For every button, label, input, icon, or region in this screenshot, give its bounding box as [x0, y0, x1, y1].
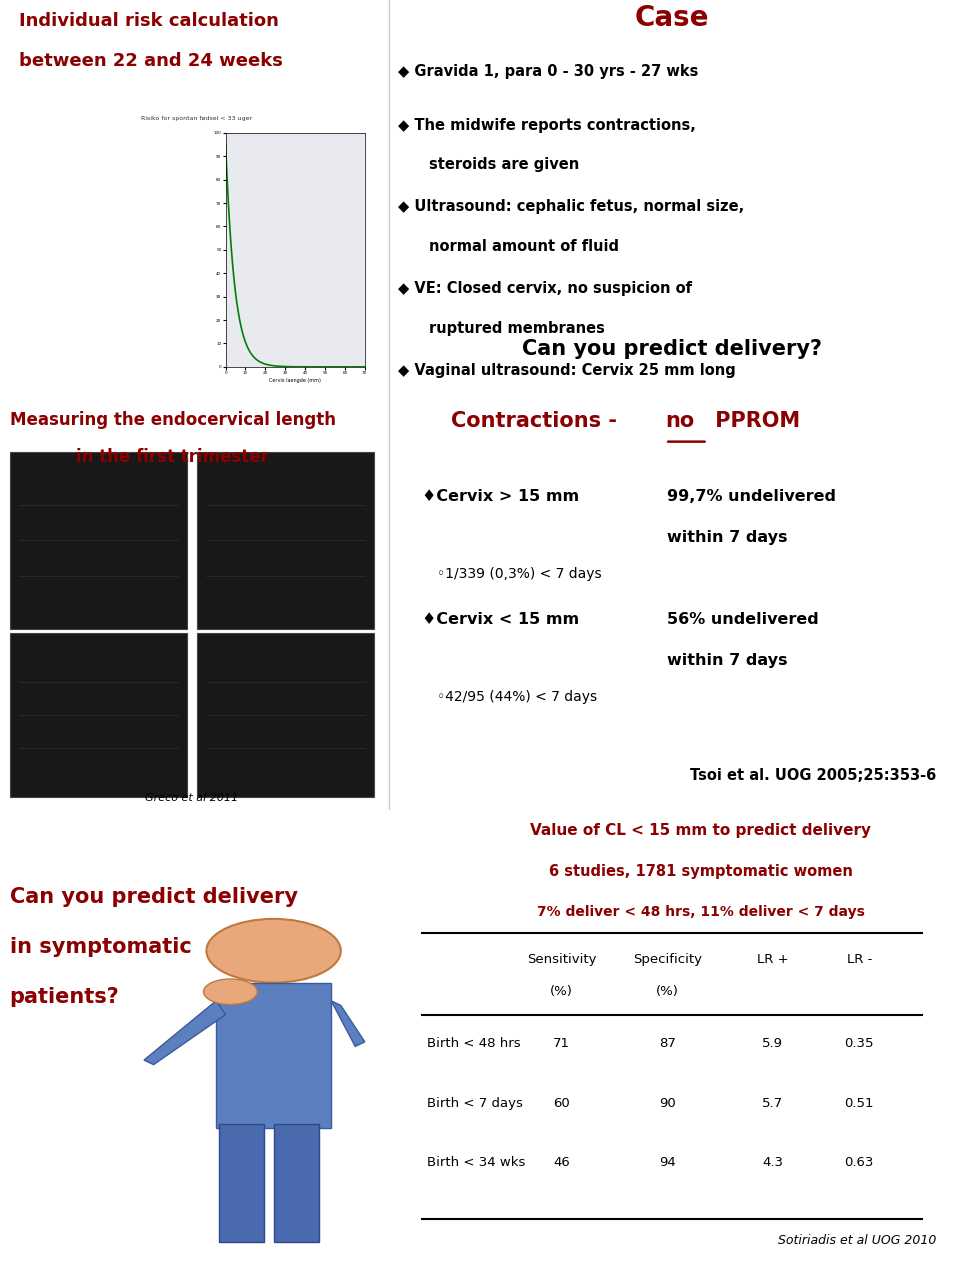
Text: ◆ Vaginal ultrasound: Cervix 25 mm long: ◆ Vaginal ultrasound: Cervix 25 mm long: [398, 363, 736, 378]
Text: ◦42/95 (44%) < 7 days: ◦42/95 (44%) < 7 days: [437, 691, 597, 705]
Text: 87: 87: [659, 1037, 676, 1050]
Text: no: no: [665, 411, 694, 431]
Text: ◆ Ultrasound: cephalic fetus, normal size,: ◆ Ultrasound: cephalic fetus, normal siz…: [398, 199, 745, 214]
Text: 4.3: 4.3: [762, 1156, 783, 1169]
Polygon shape: [144, 1001, 226, 1065]
Bar: [197, 632, 374, 797]
Text: 0.51: 0.51: [845, 1097, 874, 1109]
Text: Value of CL < 15 mm to predict delivery: Value of CL < 15 mm to predict delivery: [530, 824, 872, 839]
Text: in symptomatic: in symptomatic: [10, 937, 191, 958]
Text: Specificity: Specificity: [633, 953, 702, 966]
Text: steroids are given: steroids are given: [429, 157, 580, 172]
Text: in the first trimester: in the first trimester: [77, 448, 269, 466]
Text: normal amount of fluid: normal amount of fluid: [429, 239, 619, 254]
Text: 56% undelivered: 56% undelivered: [667, 612, 819, 627]
Text: ♦Cervix > 15 mm: ♦Cervix > 15 mm: [422, 488, 580, 503]
Text: Contractions -: Contractions -: [451, 411, 624, 431]
Text: Sotiriadis et al UOG 2010: Sotiriadis et al UOG 2010: [778, 1233, 936, 1247]
Text: (%): (%): [656, 985, 679, 998]
X-axis label: Cervix laengde (mm): Cervix laengde (mm): [269, 378, 322, 383]
Text: Greco et al 2011: Greco et al 2011: [145, 793, 239, 803]
Text: ◦1/339 (0,3%) < 7 days: ◦1/339 (0,3%) < 7 days: [437, 567, 601, 581]
Text: 90: 90: [659, 1097, 676, 1109]
Circle shape: [206, 918, 341, 983]
Text: Can you predict delivery?: Can you predict delivery?: [522, 339, 822, 359]
Text: 60: 60: [553, 1097, 570, 1109]
Bar: [274, 1123, 319, 1242]
Bar: [10, 452, 187, 629]
Text: 7% deliver < 48 hrs, 11% deliver < 7 days: 7% deliver < 48 hrs, 11% deliver < 7 day…: [537, 906, 865, 920]
Text: ruptured membranes: ruptured membranes: [429, 321, 605, 335]
Text: 71: 71: [553, 1037, 570, 1050]
Text: within 7 days: within 7 days: [667, 530, 788, 545]
Text: Tsoi et al. UOG 2005;25:353-6: Tsoi et al. UOG 2005;25:353-6: [689, 769, 936, 783]
Bar: [216, 983, 331, 1128]
Text: Birth < 7 days: Birth < 7 days: [427, 1097, 523, 1109]
Text: ♦Cervix < 15 mm: ♦Cervix < 15 mm: [422, 612, 580, 627]
Text: Birth < 34 wks: Birth < 34 wks: [427, 1156, 525, 1169]
Text: 99,7% undelivered: 99,7% undelivered: [667, 488, 836, 503]
Text: within 7 days: within 7 days: [667, 653, 788, 668]
Text: LR -: LR -: [847, 953, 872, 966]
Polygon shape: [331, 1001, 365, 1046]
Text: Risiko for spontan fødsel < 33 uger: Risiko for spontan fødsel < 33 uger: [141, 116, 252, 121]
Text: 0.35: 0.35: [845, 1037, 874, 1050]
Text: ◆ The midwife reports contractions,: ◆ The midwife reports contractions,: [398, 118, 696, 133]
Text: Measuring the endocervical length: Measuring the endocervical length: [10, 411, 336, 429]
Text: ◆ VE: Closed cervix, no suspicion of: ◆ VE: Closed cervix, no suspicion of: [398, 281, 692, 296]
Text: 94: 94: [659, 1156, 676, 1169]
Text: Case: Case: [635, 4, 709, 32]
Text: Can you predict delivery: Can you predict delivery: [10, 887, 298, 907]
Text: ◆ Gravida 1, para 0 - 30 yrs - 27 wks: ◆ Gravida 1, para 0 - 30 yrs - 27 wks: [398, 63, 699, 78]
Text: 5.9: 5.9: [762, 1037, 783, 1050]
Text: 6 studies, 1781 symptomatic women: 6 studies, 1781 symptomatic women: [549, 864, 852, 879]
Circle shape: [204, 979, 257, 1004]
Text: PPROM: PPROM: [708, 411, 800, 431]
Text: between 22 and 24 weeks: between 22 and 24 weeks: [19, 52, 283, 70]
Text: 0.63: 0.63: [845, 1156, 874, 1169]
Text: 5.7: 5.7: [762, 1097, 783, 1109]
Text: Individual risk calculation: Individual risk calculation: [19, 11, 279, 30]
Text: LR +: LR +: [757, 953, 788, 966]
Text: Birth < 48 hrs: Birth < 48 hrs: [427, 1037, 521, 1050]
Text: patients?: patients?: [10, 987, 119, 1007]
Bar: [10, 632, 187, 797]
Bar: [197, 452, 374, 629]
Text: 46: 46: [553, 1156, 570, 1169]
Text: Sensitivity: Sensitivity: [527, 953, 596, 966]
Bar: [219, 1123, 264, 1242]
Text: (%): (%): [550, 985, 573, 998]
